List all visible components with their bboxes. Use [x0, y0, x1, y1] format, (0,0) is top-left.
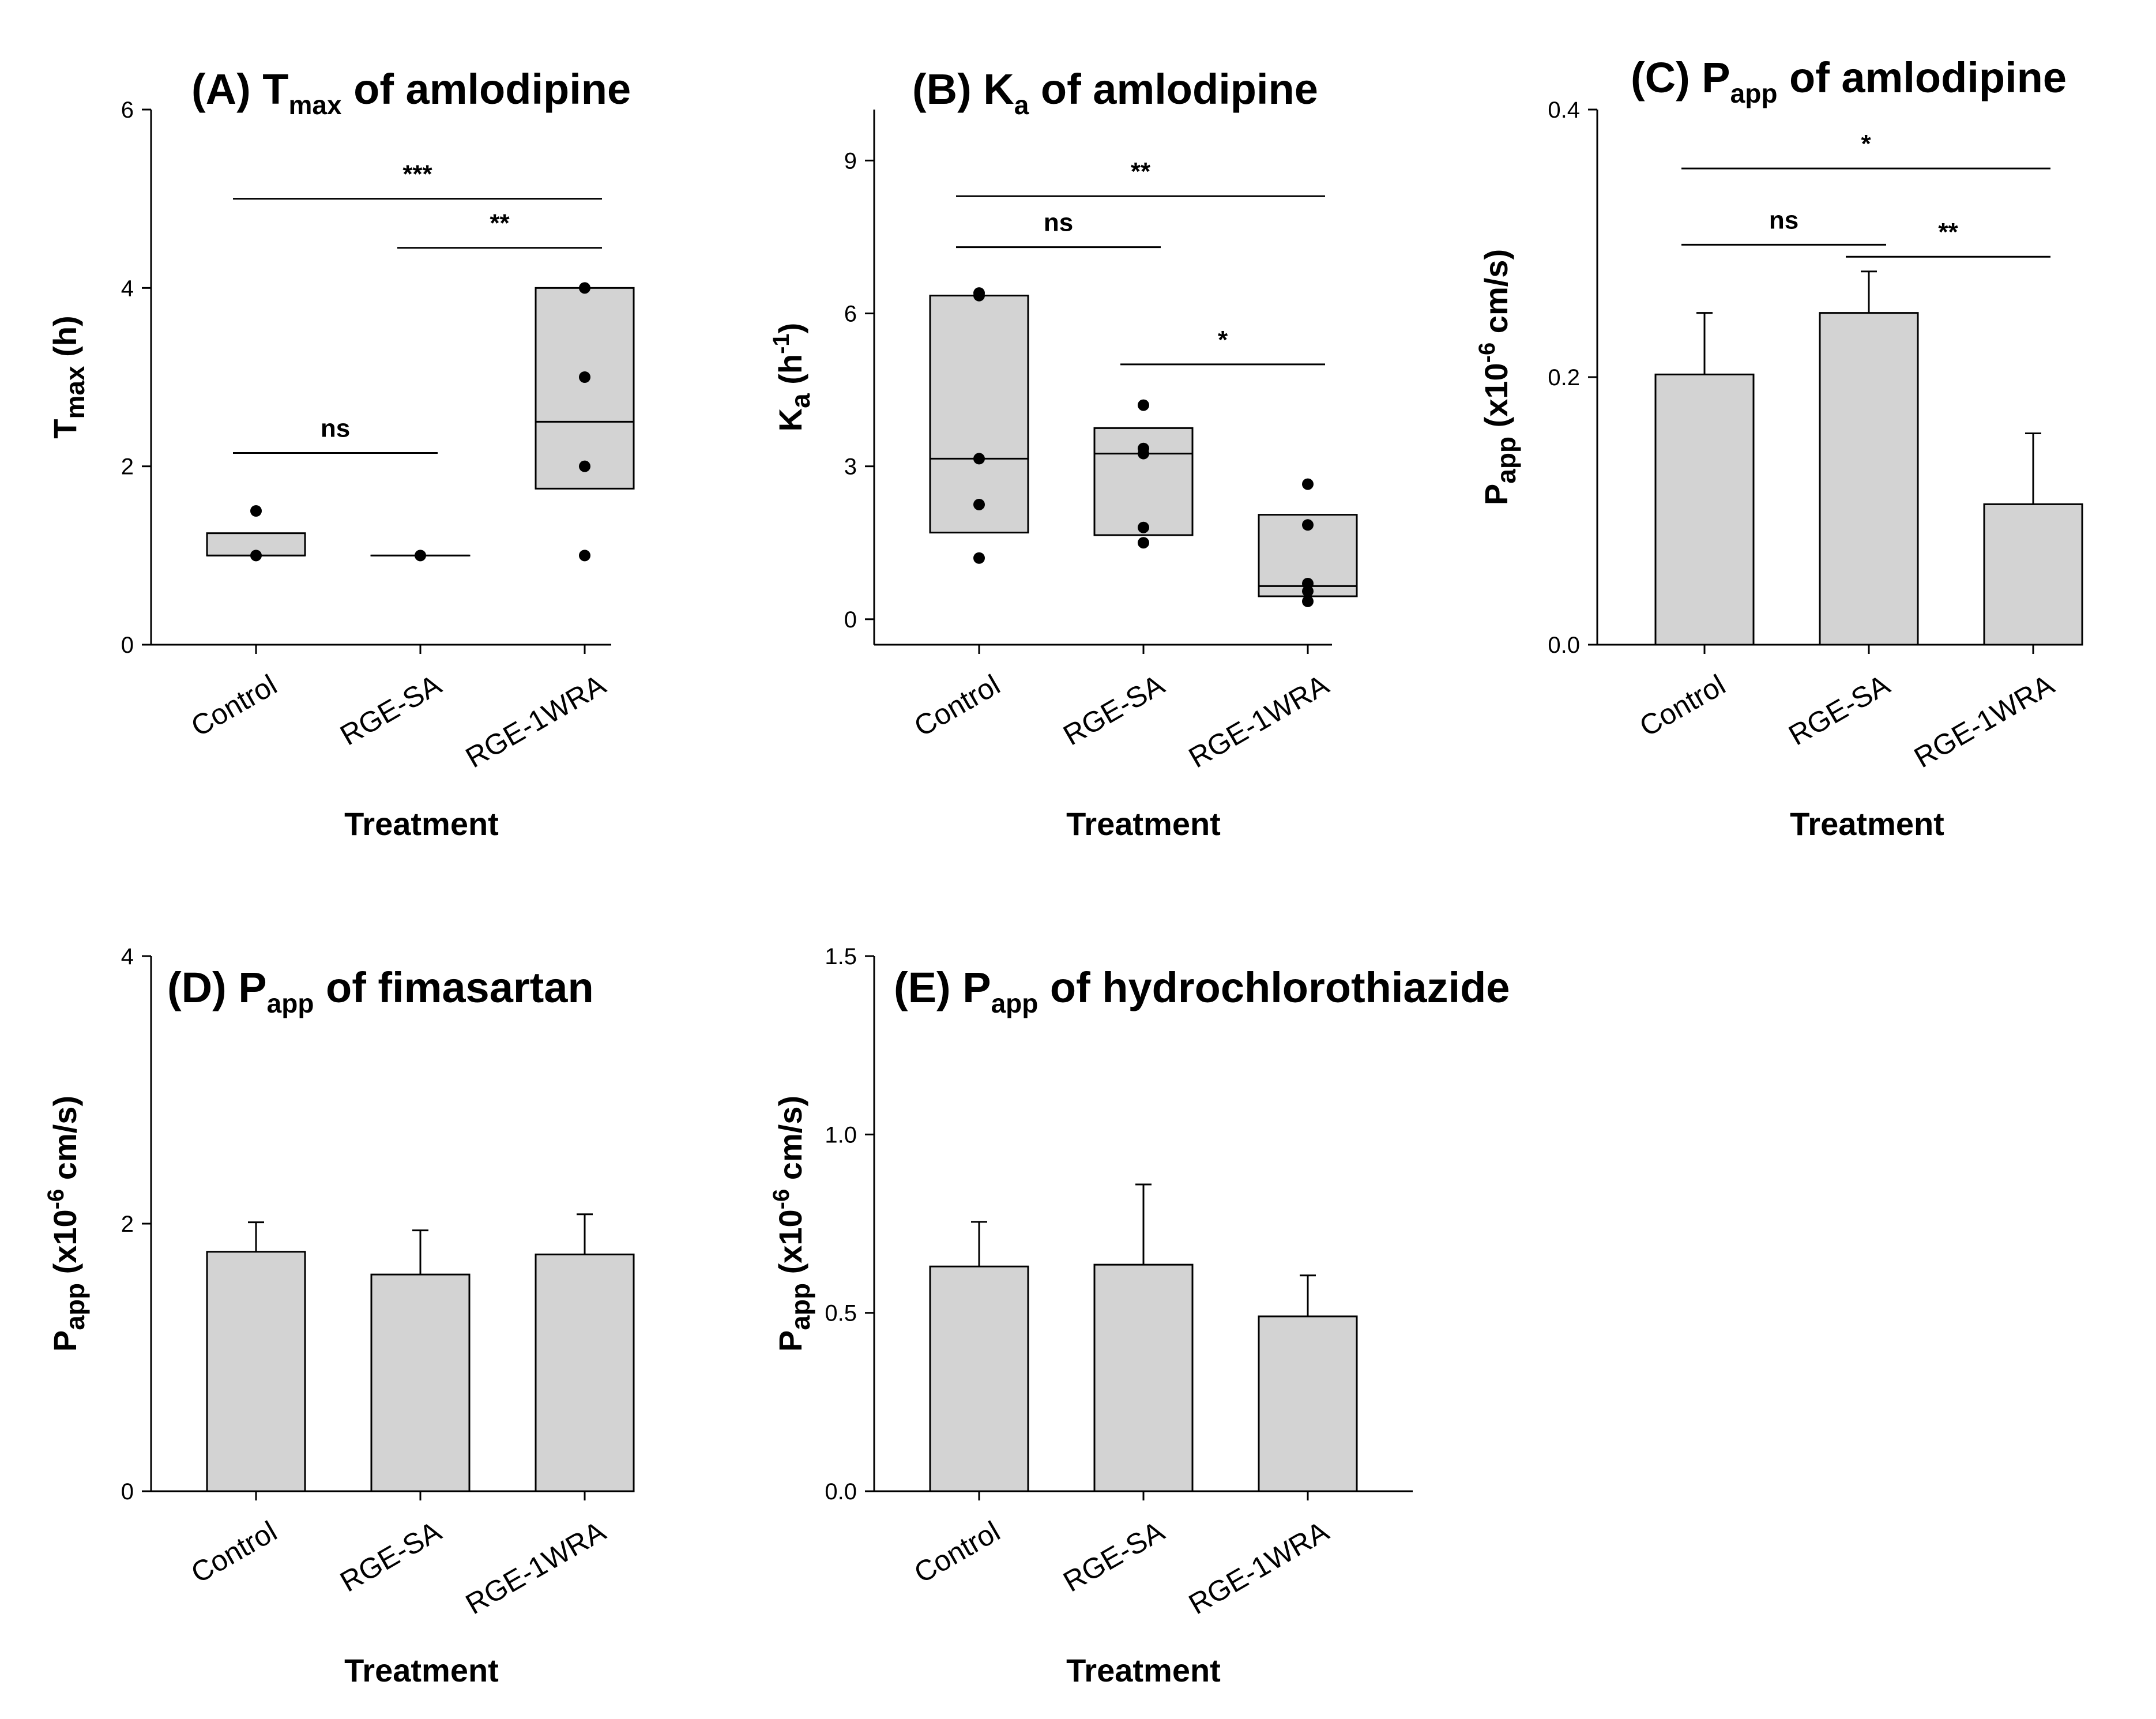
significance-label: ns [321, 414, 350, 442]
data-point [1302, 478, 1314, 490]
bar-control [1654, 373, 1755, 646]
data-point [1302, 595, 1314, 607]
y-tick-label: 6 [844, 302, 857, 327]
y-axis-label: Tmax (h) [47, 315, 90, 438]
y-tick-label: 0.0 [1548, 633, 1580, 658]
y-tick-label: 0.4 [1548, 97, 1580, 123]
significance-label: ** [1938, 218, 1958, 246]
y-axis-label: Papp (x10-6 cm/s) [43, 1096, 90, 1352]
x-axis-label: Treatment [344, 1652, 499, 1688]
data-point [579, 282, 590, 294]
significance-label: * [1861, 130, 1871, 158]
chart-title: (A) Tmax of amlodipine [191, 65, 631, 120]
y-tick-label: 9 [844, 148, 857, 174]
data-point [973, 289, 985, 302]
significance-label: * [1218, 326, 1228, 354]
y-tick-label: 0.2 [1548, 365, 1580, 390]
y-tick-label: 4 [121, 276, 134, 301]
data-point [250, 550, 262, 562]
bar-rge-1wra [535, 1253, 635, 1492]
significance-label: ** [490, 209, 510, 238]
data-point [1138, 447, 1149, 460]
y-tick-label: 1.5 [825, 944, 857, 969]
significance-label: ** [1131, 157, 1151, 186]
significance-label: *** [402, 160, 432, 189]
chart-title: (E) Papp of hydrochlorothiazide [894, 964, 1510, 1018]
chart-title: (C) Papp of amlodipine [1631, 54, 2067, 108]
x-axis-label: Treatment [1066, 1652, 1221, 1688]
bar-control [206, 1251, 306, 1492]
y-tick-label: 2 [121, 1212, 134, 1237]
significance-label: ns [1769, 206, 1798, 234]
significance-label: ns [1044, 209, 1073, 237]
y-tick-label: 2 [121, 454, 134, 480]
data-point [579, 550, 590, 562]
y-tick-label: 0.5 [825, 1301, 857, 1326]
bar-control [929, 1265, 1029, 1492]
data-point [973, 552, 985, 564]
data-point [1302, 519, 1314, 531]
data-point [579, 460, 590, 472]
data-point [1138, 537, 1149, 549]
x-axis-label: Treatment [1790, 806, 1944, 842]
bar-rge-sa [1093, 1263, 1194, 1492]
chart-title: (B) Ka of amlodipine [912, 65, 1318, 120]
data-point [973, 498, 985, 510]
y-tick-label: 0 [844, 607, 857, 633]
data-point [1302, 585, 1314, 597]
y-tick-label: 1.0 [825, 1122, 857, 1148]
y-axis-label: Papp (x10-6 cm/s) [769, 1096, 815, 1352]
chart-title: (D) Papp of fimasartan [167, 964, 594, 1018]
box-control [929, 295, 1029, 534]
y-tick-label: 6 [121, 97, 134, 123]
data-point [250, 505, 262, 517]
y-tick-label: 0.0 [825, 1479, 857, 1504]
data-point [415, 550, 426, 562]
bar-rge-1wra [1258, 1315, 1358, 1492]
y-axis-label: Ka (h-1) [769, 323, 815, 432]
x-axis-label: Treatment [344, 806, 499, 842]
bar-rge-sa [1819, 312, 1919, 646]
data-point [579, 371, 590, 383]
bar-rge-sa [370, 1273, 471, 1492]
data-point [973, 453, 985, 465]
bar-rge-1wra [1983, 503, 2083, 646]
data-point [1138, 399, 1149, 411]
x-axis-label: Treatment [1066, 806, 1221, 842]
y-tick-label: 4 [121, 944, 134, 969]
y-tick-label: 0 [121, 1479, 134, 1504]
y-axis-label: Papp (x10-6 cm/s) [1474, 249, 1521, 505]
y-tick-label: 3 [844, 454, 857, 480]
y-tick-label: 0 [121, 633, 134, 658]
data-point [1138, 521, 1149, 533]
box-rge-1wra [535, 287, 635, 490]
